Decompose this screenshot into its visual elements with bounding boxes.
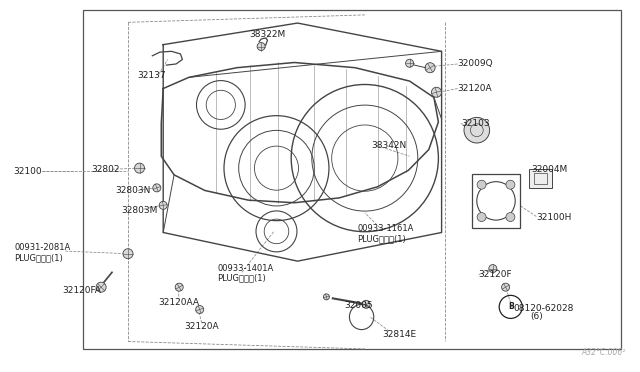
Text: 32803N: 32803N <box>115 186 150 195</box>
Circle shape <box>502 283 509 291</box>
Circle shape <box>123 249 133 259</box>
Circle shape <box>196 305 204 314</box>
Text: 00933-1401A: 00933-1401A <box>218 264 274 273</box>
Text: 32103: 32103 <box>461 119 490 128</box>
Circle shape <box>506 212 515 222</box>
Text: 32120AA: 32120AA <box>159 298 200 307</box>
Text: 32120A: 32120A <box>458 84 492 93</box>
Text: PLUGプラグ(1): PLUGプラグ(1) <box>218 274 266 283</box>
Text: 32009Q: 32009Q <box>458 59 493 68</box>
Circle shape <box>477 212 486 222</box>
Text: 38322M: 38322M <box>250 30 286 39</box>
Circle shape <box>134 163 145 173</box>
Circle shape <box>489 264 497 273</box>
Text: 32802: 32802 <box>91 165 120 174</box>
Circle shape <box>96 282 106 292</box>
Text: PLUGプラグ(1): PLUGプラグ(1) <box>14 253 63 262</box>
Circle shape <box>323 294 330 300</box>
Bar <box>83 10 621 349</box>
Text: PLUGプラグ(1): PLUGプラグ(1) <box>357 234 406 243</box>
Circle shape <box>464 118 490 143</box>
Text: 00931-2081A: 00931-2081A <box>14 243 70 252</box>
Text: A32°C.006²: A32°C.006² <box>582 348 626 357</box>
Text: 08120-62028: 08120-62028 <box>513 304 573 312</box>
Text: 32120F: 32120F <box>479 270 513 279</box>
Circle shape <box>425 63 435 73</box>
Bar <box>472 174 520 228</box>
Text: 32100H: 32100H <box>536 213 572 222</box>
Text: 32120FA: 32120FA <box>63 286 102 295</box>
Text: 32100: 32100 <box>13 167 42 176</box>
Circle shape <box>257 42 265 51</box>
Text: 38342N: 38342N <box>371 141 406 150</box>
Circle shape <box>175 283 183 291</box>
Text: 00933-1161A: 00933-1161A <box>357 224 413 233</box>
Circle shape <box>506 180 515 189</box>
Text: 32005: 32005 <box>344 301 373 310</box>
Circle shape <box>159 201 167 209</box>
Text: 32120A: 32120A <box>184 322 219 331</box>
Circle shape <box>477 180 486 189</box>
Circle shape <box>406 59 413 67</box>
Text: (6): (6) <box>530 312 543 321</box>
Circle shape <box>153 184 161 192</box>
Circle shape <box>431 87 442 97</box>
Text: 32814E: 32814E <box>383 330 417 339</box>
Text: 32004M: 32004M <box>531 165 568 174</box>
Text: B: B <box>508 302 513 311</box>
Bar <box>529 169 552 188</box>
Bar <box>534 173 547 184</box>
Circle shape <box>362 300 370 308</box>
Text: 32137: 32137 <box>138 71 166 80</box>
Text: 32803M: 32803M <box>122 206 158 215</box>
